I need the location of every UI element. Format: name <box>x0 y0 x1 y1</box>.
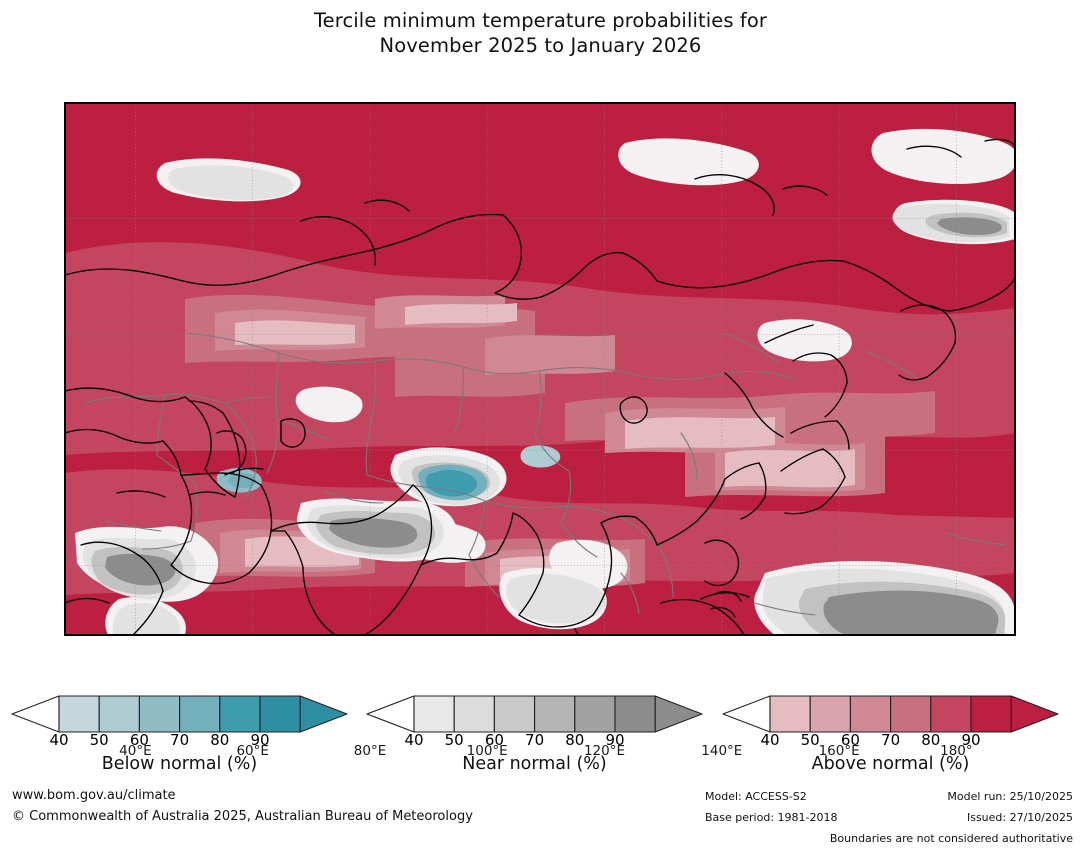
country-borders <box>84 332 1006 616</box>
xtick-100e: 100°E <box>466 743 508 759</box>
colorbar-above-normal-swatches[interactable] <box>722 694 1059 734</box>
cb1-tick-60: 60 <box>484 731 504 749</box>
colorbar-near-normal-ticks: 40 50 60 70 80 90 <box>366 731 703 753</box>
cb2-tick-80: 80 <box>921 731 941 749</box>
cb1-tick-70: 70 <box>525 731 545 749</box>
cb1-tick-50: 50 <box>444 731 464 749</box>
cb1-tick-40: 40 <box>404 731 424 749</box>
issued-date: Issued: 27/10/2025 <box>966 811 1073 824</box>
cb0-tick-50: 50 <box>89 731 109 749</box>
tercile-probability-map[interactable] <box>64 102 1016 636</box>
colorbar-above-normal-title: Above normal (%) <box>811 754 970 774</box>
colorbar-under-arrow <box>11 695 60 733</box>
model-run-date: Model run: 25/10/2025 <box>947 790 1073 803</box>
cb0-tick-60: 60 <box>129 731 149 749</box>
cb1-tick-80: 80 <box>565 731 585 749</box>
colorbar-below-normal-title: Below normal (%) <box>101 754 258 774</box>
colorbar-near-normal-swatches[interactable] <box>366 694 703 734</box>
colorbar-below-normal[interactable]: 40 50 60 70 80 90 Below normal (%) <box>11 694 348 784</box>
map-frame <box>65 103 1015 635</box>
colorbar-under-arrow <box>722 695 771 733</box>
cb1-tick-90: 90 <box>605 731 625 749</box>
colorbar-over-arrow <box>654 695 703 733</box>
colorbar-under-arrow <box>366 695 415 733</box>
xtick-60e: 60°E <box>236 743 269 759</box>
cb0-tick-90: 90 <box>250 731 270 749</box>
base-period: Base period: 1981-2018 <box>705 811 838 824</box>
bom-website-link[interactable]: www.bom.gov.au/climate <box>12 788 176 803</box>
colorbar-over-arrow <box>1010 695 1059 733</box>
colorbar-above-normal-ticks: 40 50 60 70 80 90 <box>722 731 1059 753</box>
xtick-120e: 120°E <box>583 743 626 759</box>
cb2-tick-50: 50 <box>800 731 820 749</box>
xtick-180: 180° <box>940 743 973 759</box>
colorbar-near-normal-title: Near normal (%) <box>462 754 607 774</box>
cb2-tick-70: 70 <box>881 731 901 749</box>
title-line-2: November 2025 to January 2026 <box>379 34 702 57</box>
cb2-tick-90: 90 <box>961 731 981 749</box>
colorbar-below-normal-swatches[interactable] <box>11 694 348 734</box>
cb2-tick-60: 60 <box>840 731 860 749</box>
xtick-140e: 140°E <box>701 743 743 759</box>
page-title: Tercile minimum temperature probabilitie… <box>0 8 1081 58</box>
xtick-40e: 40°E <box>119 743 152 759</box>
xtick-160e: 160°E <box>818 743 860 759</box>
xtick-80e: 80°E <box>353 743 387 759</box>
colorbar-below-normal-ticks: 40 50 60 70 80 90 <box>11 731 348 753</box>
boundaries-disclaimer: Boundaries are not considered authoritat… <box>829 832 1073 845</box>
cb0-tick-70: 70 <box>170 731 190 749</box>
copyright-notice: © Commonwealth of Australia 2025, Austra… <box>12 809 473 824</box>
cb0-tick-40: 40 <box>49 731 69 749</box>
model-name: Model: ACCESS-S2 <box>705 790 807 803</box>
cb2-tick-40: 40 <box>760 731 780 749</box>
map-plot-area[interactable]: 80°N 60°N 40°N 20°N 0° 40°E 60°E 80°E 10… <box>64 102 1016 759</box>
title-line-1: Tercile minimum temperature probabilitie… <box>313 9 768 32</box>
coastlines <box>65 138 1015 635</box>
colorbar-over-arrow <box>299 695 348 733</box>
near-normal-80 <box>105 217 1002 635</box>
colorbar-near-normal[interactable]: 40 50 60 70 80 90 Near normal (%) <box>366 694 703 784</box>
colorbar-above-normal[interactable]: 40 50 60 70 80 90 Above normal (%) <box>722 694 1059 784</box>
cb0-tick-80: 80 <box>210 731 230 749</box>
